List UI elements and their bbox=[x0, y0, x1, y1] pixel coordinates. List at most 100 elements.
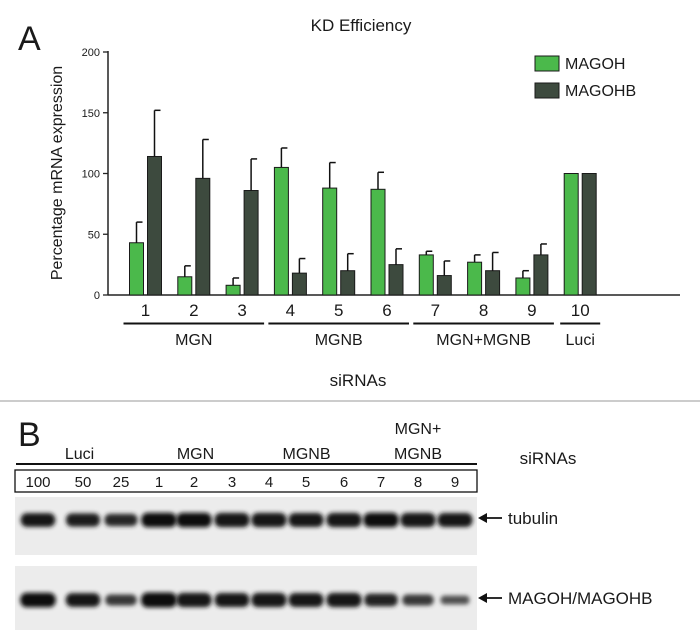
y-tick-label: 100 bbox=[82, 169, 100, 181]
lane-label: 7 bbox=[377, 474, 385, 491]
bar-magohb-10 bbox=[581, 173, 597, 296]
blot-band bbox=[440, 595, 470, 605]
x-tick-label: 3 bbox=[237, 301, 246, 320]
x-tick-label: 1 bbox=[141, 301, 150, 320]
blot-group-label: MGNB bbox=[394, 446, 442, 463]
bar-magohb-3 bbox=[243, 190, 259, 296]
blot-band bbox=[66, 513, 100, 527]
blot-band bbox=[251, 512, 287, 528]
blot-label: tubulin bbox=[508, 509, 558, 528]
bar-magohb-9 bbox=[533, 254, 549, 296]
blot-band bbox=[363, 512, 399, 528]
blot-group-label: Luci bbox=[65, 446, 94, 463]
blot-band bbox=[326, 592, 362, 608]
legend-label: MAGOH bbox=[565, 56, 625, 73]
lane-label: 8 bbox=[414, 474, 422, 491]
blot-band bbox=[105, 594, 137, 606]
category-group-labels: MGN MGNB MGN+MGNB Luci bbox=[123, 322, 601, 349]
blot-band bbox=[65, 593, 101, 607]
blot-group-label: MGN bbox=[177, 446, 214, 463]
lane-label: 6 bbox=[340, 474, 348, 491]
western-blot: Luci MGN MGNB MGN+ MGNB 100 50 25 1 2 3 4 5 6 7 8 9 tubul… bbox=[14, 421, 653, 630]
bar-magoh-6 bbox=[370, 188, 386, 296]
blot-arrow-head bbox=[478, 593, 487, 603]
bar-magohb-6 bbox=[388, 264, 404, 296]
legend-label: MAGOHB bbox=[565, 83, 636, 100]
lane-label: 50 bbox=[75, 474, 92, 491]
blot-arrow-head bbox=[478, 513, 487, 523]
legend: MAGOH MAGOHB bbox=[534, 55, 636, 100]
chart-title: KD Efficiency bbox=[311, 16, 412, 35]
bar-magoh-10 bbox=[563, 173, 579, 296]
bar-magoh-1 bbox=[129, 242, 144, 296]
y-tick-label: 50 bbox=[88, 229, 100, 241]
lane-label: 5 bbox=[302, 474, 310, 491]
y-tick-label: 150 bbox=[82, 108, 100, 120]
blot-band bbox=[141, 512, 177, 528]
blot-band bbox=[288, 512, 324, 528]
bar-magoh-3 bbox=[225, 284, 241, 296]
blot-band bbox=[176, 512, 212, 528]
y-tick-label: 0 bbox=[94, 290, 100, 302]
lane-label: 1 bbox=[155, 474, 163, 491]
blot-band bbox=[141, 592, 177, 608]
blot-sirnas-label: siRNAs bbox=[520, 449, 577, 468]
bar-magohb-7 bbox=[436, 275, 452, 296]
blot-band bbox=[400, 512, 436, 528]
x-tick-label: 5 bbox=[334, 301, 343, 320]
bar-magohb-1 bbox=[147, 155, 162, 296]
bar-magoh-4 bbox=[273, 166, 289, 296]
blot-band bbox=[402, 594, 434, 606]
y-axis-label: Percentage mRNA expression bbox=[49, 66, 66, 280]
panel-a-letter: A bbox=[18, 20, 41, 58]
lane-label: 4 bbox=[265, 474, 273, 491]
legend-swatch-magoh bbox=[534, 55, 560, 72]
x-tick-label: 10 bbox=[571, 301, 590, 320]
blot-band bbox=[251, 592, 287, 608]
y-tick-label: 200 bbox=[82, 47, 100, 59]
blot-group-label: MGNB bbox=[283, 446, 331, 463]
legend-swatch-magohb bbox=[534, 82, 560, 99]
blot-band bbox=[437, 512, 473, 528]
bar-magoh-2 bbox=[177, 276, 193, 296]
blot-band bbox=[104, 513, 138, 527]
lane-label: 25 bbox=[113, 474, 130, 491]
lane-label: 2 bbox=[190, 474, 198, 491]
bar-magoh-5 bbox=[322, 187, 338, 296]
bar-magohb-8 bbox=[485, 270, 501, 296]
bar-magoh-7 bbox=[418, 254, 434, 296]
lane-label: 100 bbox=[25, 474, 50, 491]
blot-group-label: MGN+ bbox=[395, 421, 442, 438]
group-label: Luci bbox=[566, 332, 595, 349]
bar-magohb-5 bbox=[340, 270, 356, 296]
x-tick-label: 2 bbox=[189, 301, 198, 320]
bar-magohb-4 bbox=[291, 272, 307, 296]
blot-band bbox=[214, 512, 250, 528]
lane-label: 3 bbox=[228, 474, 236, 491]
x-tick-label: 7 bbox=[431, 301, 440, 320]
blot-band bbox=[20, 513, 56, 527]
blot-band bbox=[288, 592, 324, 608]
group-label: MGN+MGNB bbox=[436, 332, 531, 349]
x-tick-label: 9 bbox=[527, 301, 536, 320]
x-tick-label: 6 bbox=[382, 301, 391, 320]
blot-band bbox=[364, 593, 398, 607]
x-tick-label: 4 bbox=[286, 301, 295, 320]
bar-magoh-9 bbox=[515, 277, 531, 296]
x-tick-label: 8 bbox=[479, 301, 488, 320]
blot-band bbox=[326, 512, 362, 528]
lane-label-box bbox=[14, 469, 478, 493]
panel-b-letter: B bbox=[18, 416, 41, 454]
bar-magohb-2 bbox=[195, 177, 211, 296]
blot-label: MAGOH/MAGOHB bbox=[508, 589, 653, 608]
bar-magoh-8 bbox=[467, 261, 483, 296]
bar-chart: 0 50 100 150 200 1 2 3 4 5 6 7 8 9 10 bbox=[82, 47, 680, 320]
group-label: MGN bbox=[175, 332, 212, 349]
lane-label: 9 bbox=[451, 474, 459, 491]
blot-band bbox=[20, 592, 56, 608]
blot-band bbox=[176, 592, 212, 608]
x-axis-label: siRNAs bbox=[330, 371, 387, 390]
blot-band bbox=[214, 593, 250, 607]
group-label: MGNB bbox=[315, 332, 363, 349]
